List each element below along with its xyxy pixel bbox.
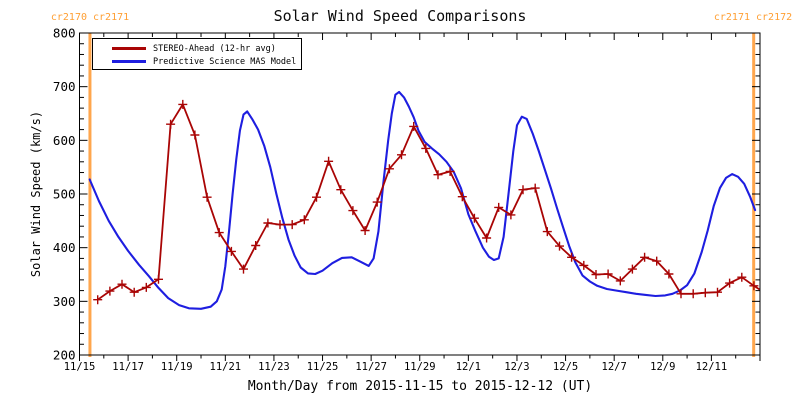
- y-tick-label: 800: [53, 26, 76, 41]
- x-tick-label: 11/23: [258, 361, 290, 373]
- x-axis-title: Month/Day from 2015-11-15 to 2015-12-12 …: [247, 379, 593, 394]
- y-tick-label: 700: [53, 79, 76, 94]
- x-tick-label: 11/21: [210, 361, 242, 373]
- y-tick-label: 300: [53, 294, 76, 309]
- x-tick-label: 12/9: [650, 361, 675, 373]
- model-series-line: [88, 90, 757, 310]
- x-tick-label: 11/29: [404, 361, 436, 373]
- x-tick-label: 11/25: [307, 361, 339, 373]
- carrington-boundary-label-right: cr2171 cr2172: [713, 12, 793, 23]
- x-tick-label: 12/11: [696, 361, 728, 373]
- carrington-boundary-label-left: cr2170 cr2171: [50, 12, 130, 23]
- x-tick-label: 11/15: [64, 361, 96, 373]
- x-tick-label: 11/17: [112, 361, 144, 373]
- stereo-series-line: [96, 103, 760, 301]
- stereo-line-swatch: [112, 47, 146, 50]
- y-tick-label: 200: [53, 348, 76, 363]
- y-axis-title: Solar Wind Speed (km/s): [29, 110, 43, 278]
- legend-entry-stereo: STEREO-Ahead (12-hr avg): [93, 42, 301, 55]
- y-tick-label: 600: [53, 133, 76, 148]
- stereo-plus-markers: [93, 99, 759, 305]
- y-tick-label: 400: [53, 240, 76, 255]
- x-tick-label: 11/27: [355, 361, 387, 373]
- y-tick-label: 500: [53, 187, 76, 202]
- chart-title: Solar Wind Speed Comparisons: [273, 7, 527, 25]
- x-tick-label: 12/7: [602, 361, 627, 373]
- x-tick-label: 12/3: [504, 361, 529, 373]
- legend-entry-model: Predictive Science MAS Model: [93, 55, 301, 68]
- x-tick-label: 12/1: [456, 361, 481, 373]
- model-line-swatch: [112, 60, 146, 63]
- x-tick-label: 11/19: [161, 361, 193, 373]
- legend-label-model: Predictive Science MAS Model: [153, 56, 297, 67]
- legend-label-stereo: STEREO-Ahead (12-hr avg): [153, 43, 276, 54]
- legend-box: STEREO-Ahead (12-hr avg) Predictive Scie…: [92, 38, 302, 70]
- x-tick-label: 12/5: [553, 361, 578, 373]
